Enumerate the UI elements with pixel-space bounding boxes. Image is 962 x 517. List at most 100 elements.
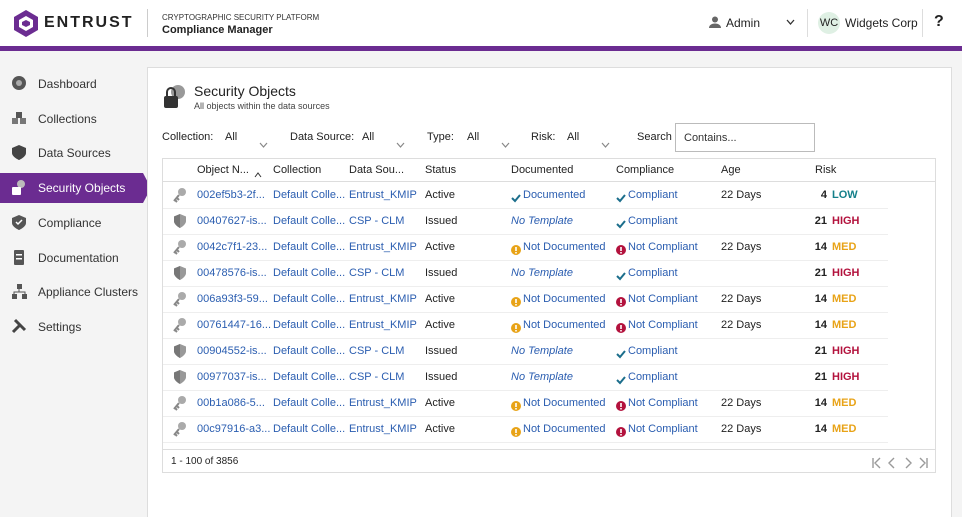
documented[interactable]: Not Documented (523, 319, 606, 331)
data-source[interactable]: Entrust_KMIP (349, 397, 417, 409)
object-name[interactable]: 0042c7f1-23... (197, 241, 268, 253)
product: Compliance Manager (162, 24, 273, 36)
nav-item[interactable]: Data Sources (0, 138, 147, 168)
compliance[interactable]: Not Compliant (628, 319, 698, 331)
documented[interactable]: No Template (511, 345, 573, 357)
status: Issued (425, 371, 458, 383)
object-name[interactable]: 00478576-is... (197, 267, 267, 279)
documented[interactable]: Not Documented (523, 293, 606, 305)
compliance[interactable]: Compliant (628, 345, 678, 357)
object-name[interactable]: 00904552-is... (197, 345, 267, 357)
data-source[interactable]: CSP - CLM (349, 215, 405, 227)
collection[interactable]: Default Colle... (273, 267, 346, 279)
documented[interactable]: No Template (511, 215, 573, 227)
documented[interactable]: Not Documented (523, 423, 606, 435)
compliance[interactable]: Compliant (628, 189, 678, 201)
warn-icon (511, 242, 521, 260)
risk-level: MED (832, 397, 857, 409)
platform: CRYPTOGRAPHIC SECURITY PLATFORM (162, 13, 320, 22)
nav-item[interactable]: Compliance (0, 208, 147, 238)
compliance[interactable]: Not Compliant (628, 423, 698, 435)
filter-value[interactable]: All (225, 131, 238, 143)
column-header[interactable]: Compliance (616, 164, 675, 176)
table-row[interactable]: 00904552-is... Default Colle... CSP - CLM I… (163, 338, 888, 365)
collection[interactable]: Default Colle... (273, 189, 346, 201)
check-icon (616, 190, 626, 208)
table-row[interactable]: 006a93f3-59... Default Colle... Entrust_KM… (163, 286, 888, 313)
nav-item[interactable]: Appliance Clusters (0, 277, 147, 307)
documented[interactable]: Not Documented (523, 241, 606, 253)
table-row[interactable]: 00407627-is... Default Colle... CSP - CLM I… (163, 208, 888, 235)
object-name[interactable]: 00c97916-a3... (197, 423, 271, 435)
documented[interactable]: No Template (511, 371, 573, 383)
compliance[interactable]: Compliant (628, 267, 678, 279)
column-header[interactable]: Data Sou... (349, 164, 405, 176)
help[interactable]: ? (934, 13, 944, 30)
compliance[interactable]: Not Compliant (628, 397, 698, 409)
documented[interactable]: No Template (511, 267, 573, 279)
object-name[interactable]: 002ef5b3-2f... (197, 189, 265, 201)
collection[interactable]: Default Colle... (273, 319, 346, 331)
nav-label: Data Sources (38, 146, 111, 161)
documented[interactable]: Documented (523, 189, 586, 201)
column-header[interactable]: Age (721, 164, 741, 176)
nav-item[interactable]: Dashboard (0, 69, 147, 99)
risk-level: LOW (832, 189, 858, 201)
data-source[interactable]: Entrust_KMIP (349, 241, 417, 253)
nav-item[interactable]: Security Objects (0, 173, 143, 204)
collection[interactable]: Default Colle... (273, 397, 346, 409)
check-icon (616, 216, 626, 234)
data-source[interactable]: CSP - CLM (349, 345, 405, 357)
data-source[interactable]: Entrust_KMIP (349, 319, 417, 331)
filter-value[interactable]: All (567, 131, 580, 143)
collection[interactable]: Default Colle... (273, 423, 346, 435)
compliance[interactable]: Compliant (628, 371, 678, 383)
search-input[interactable]: Contains... (675, 123, 815, 152)
filter-value[interactable]: All (467, 131, 480, 143)
column-header[interactable]: Documented (511, 164, 574, 176)
collection[interactable]: Default Colle... (273, 371, 346, 383)
table-row[interactable]: 00b1a086-5... Default Colle... Entrust_KMI… (163, 390, 888, 417)
compliance[interactable]: Not Compliant (628, 293, 698, 305)
data-source[interactable]: Entrust_KMIP (349, 293, 417, 305)
data-source[interactable]: Entrust_KMIP (349, 423, 417, 435)
risk-score: 14 (814, 319, 827, 331)
age: 22 Days (721, 319, 762, 331)
collection[interactable]: Default Colle... (273, 241, 346, 253)
documented[interactable]: Not Documented (523, 397, 606, 409)
table-row[interactable]: 0042c7f1-23... Default Colle... Entrust_KM… (163, 234, 888, 261)
compliance[interactable]: Not Compliant (628, 241, 698, 253)
org-menu[interactable]: Widgets Corp (845, 16, 918, 30)
object-name[interactable]: 00977037-is... (197, 371, 267, 383)
object-name[interactable]: 00761447-16... (197, 319, 272, 331)
object-name[interactable]: 00407627-is... (197, 215, 267, 227)
compliance[interactable]: Compliant (628, 215, 678, 227)
collection[interactable]: Default Colle... (273, 345, 346, 357)
risk-score: 14 (814, 293, 827, 305)
data-source[interactable]: CSP - CLM (349, 371, 405, 383)
column-header[interactable]: Collection (273, 164, 322, 176)
table-row[interactable]: 002ef5b3-2f... Default Colle... Entrust_KM… (163, 182, 888, 209)
data-source[interactable]: CSP - CLM (349, 267, 405, 279)
nav-label: Compliance (38, 215, 102, 230)
table-row[interactable]: 00c97916-a3... Default Colle... Entrust_KM… (163, 416, 888, 443)
object-name[interactable]: 00b1a086-5... (197, 397, 265, 409)
collection[interactable]: Default Colle... (273, 215, 346, 227)
column-header[interactable]: Risk (815, 164, 837, 176)
data-source[interactable]: Entrust_KMIP (349, 189, 417, 201)
table-row[interactable]: 00478576-is... Default Colle... CSP - CLM I… (163, 260, 888, 287)
nav-item[interactable]: Settings (0, 312, 147, 342)
column-header[interactable]: Status (425, 164, 457, 176)
filter-label: Risk: (531, 131, 556, 143)
filter-value[interactable]: All (362, 131, 375, 143)
err-icon (616, 424, 626, 442)
table-row[interactable]: 00977037-is... Default Colle... CSP - CLM I… (163, 364, 888, 391)
pagination-controls (871, 456, 931, 472)
column-header[interactable]: Object N... (197, 164, 249, 176)
nav-item[interactable]: Collections (0, 104, 147, 134)
object-name[interactable]: 006a93f3-59... (197, 293, 268, 305)
nav-item[interactable]: Documentation (0, 243, 147, 273)
collection[interactable]: Default Colle... (273, 293, 346, 305)
table-row[interactable]: 00761447-16... Default Colle... Entrust_KM… (163, 312, 888, 339)
user-menu[interactable]: Admin (726, 16, 761, 30)
